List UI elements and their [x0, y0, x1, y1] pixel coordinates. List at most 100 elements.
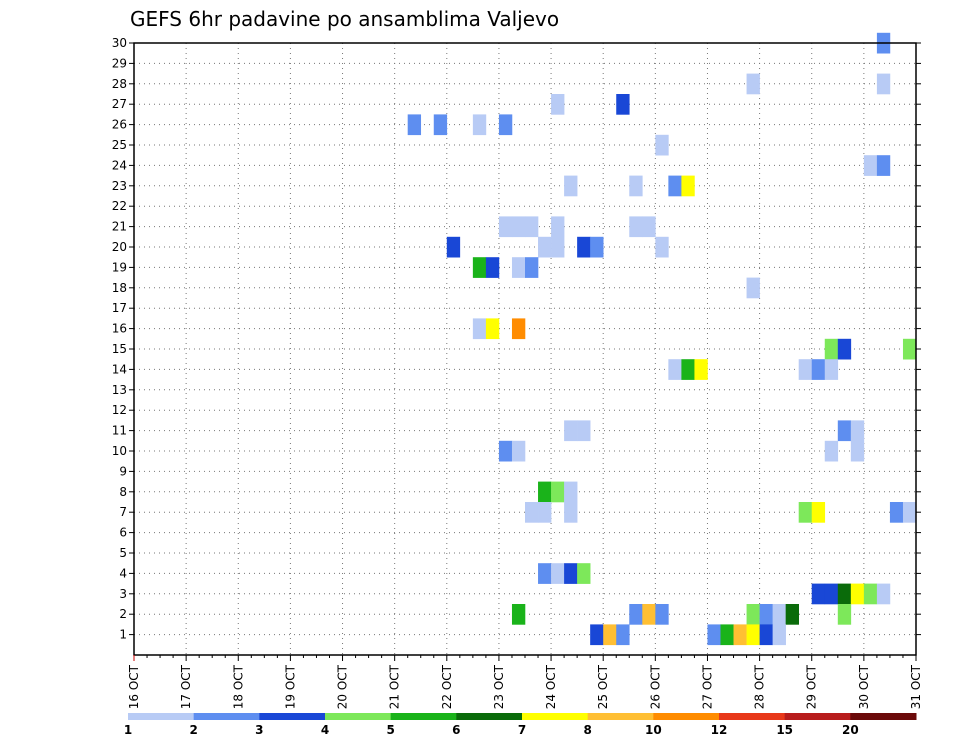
y-tick-label: 19: [112, 260, 127, 274]
y-tick-label: 27: [112, 97, 127, 111]
heatmap-cell: [837, 604, 852, 625]
heatmap-cell: [472, 257, 487, 278]
heatmap-cell: [811, 502, 826, 523]
heatmap-cell: [511, 440, 526, 462]
legend-label: 20: [842, 723, 859, 737]
heatmap-cell: [616, 94, 630, 115]
heatmap-cell: [577, 236, 591, 258]
legend-swatch: [784, 713, 851, 720]
y-tick-label: 7: [119, 505, 127, 519]
y-tick-label: 10: [112, 444, 127, 458]
heatmap-cell: [511, 318, 526, 340]
x-tick-label: 17 OCT: [179, 664, 193, 709]
heatmap-cell: [629, 216, 643, 238]
heatmap-cell: [863, 155, 878, 176]
heatmap-cell: [707, 624, 721, 646]
y-tick-label: 22: [112, 199, 127, 213]
y-tick-label: 29: [112, 56, 127, 70]
x-tick-label: 30 OCT: [857, 664, 871, 709]
y-tick-label: 9: [119, 464, 127, 478]
heatmap-cell: [655, 236, 669, 258]
data-cells: [407, 32, 917, 646]
x-tick-label: 28 OCT: [753, 664, 767, 709]
heatmap-cell: [694, 359, 708, 380]
y-tick-label: 30: [112, 36, 127, 50]
heatmap-cell: [407, 114, 422, 136]
x-tick-label: 23 OCT: [492, 664, 506, 709]
legend-label: 1: [124, 723, 132, 737]
heatmap-cell: [655, 134, 669, 156]
heatmap-cell: [785, 604, 799, 625]
heatmap-cell: [798, 359, 813, 380]
heatmap-cell: [511, 257, 526, 278]
y-tick-label: 28: [112, 77, 127, 91]
heatmap-cell: [498, 440, 513, 462]
heatmap-cell: [850, 583, 865, 605]
x-axis: 16 OCT 17 OCT 18 OCT 19 OCT 20 OCT 21 OCT 22 O…: [127, 655, 923, 709]
heatmap-cell: [603, 624, 617, 646]
y-tick-label: 5: [119, 546, 127, 560]
heatmap-cell: [681, 175, 695, 197]
heatmap-cell: [746, 604, 760, 625]
y-tick-label: 14: [112, 362, 127, 376]
heatmap-cell: [772, 604, 786, 625]
x-tick-label: 25 OCT: [596, 664, 610, 709]
heatmap-cell: [837, 338, 852, 360]
legend-swatch: [193, 713, 260, 720]
heatmap-cell: [824, 440, 839, 462]
heatmap-cell: [759, 624, 773, 646]
y-tick-label: 8: [119, 485, 127, 499]
legend-label: 3: [255, 723, 263, 737]
x-tick-label: 20 OCT: [336, 664, 350, 709]
heatmap-cell: [876, 583, 891, 605]
grid-lines: [133, 42, 917, 655]
y-tick-label: 16: [112, 322, 127, 336]
heatmap-cell: [746, 277, 760, 299]
heatmap-cell: [551, 216, 565, 238]
heatmap-cell: [564, 175, 578, 197]
y-tick-label: 13: [112, 383, 127, 397]
heatmap-cell: [498, 114, 513, 136]
heatmap-cell: [902, 502, 917, 523]
heatmap-cell: [446, 236, 461, 258]
y-axis: 1234567891011121314151617181920212223242…: [112, 36, 921, 642]
y-tick-label: 23: [112, 179, 127, 193]
x-tick-label: 26 OCT: [648, 664, 662, 709]
x-tick-label: 24 OCT: [544, 664, 558, 709]
x-tick-label: 18 OCT: [231, 664, 245, 709]
heatmap-cell: [824, 359, 839, 380]
y-tick-label: 24: [112, 158, 127, 172]
heatmap-cell: [564, 420, 578, 442]
heatmap-cell: [498, 216, 513, 238]
legend-label: 8: [583, 723, 591, 737]
y-tick-label: 21: [112, 220, 127, 234]
x-tick-label: 22 OCT: [440, 664, 454, 709]
legend-label: 15: [776, 723, 793, 737]
color-legend: 1 2 3 4 5 6 7 8 10 12 15 20: [124, 713, 917, 737]
heatmap-cell: [642, 216, 656, 238]
heatmap-cell: [824, 583, 839, 605]
heatmap-cell: [837, 420, 852, 442]
heatmap-cell: [525, 257, 539, 278]
y-tick-label: 2: [119, 607, 127, 621]
heatmap-cell: [876, 155, 891, 176]
legend-swatch: [259, 713, 326, 720]
x-tick-label: 21 OCT: [388, 664, 402, 709]
x-tick-label: 27 OCT: [700, 664, 714, 709]
heatmap-cell: [876, 73, 891, 95]
heatmap-cell: [889, 502, 904, 523]
heatmap-cell: [668, 359, 682, 380]
y-tick-label: 4: [119, 566, 127, 580]
heatmap-cell: [433, 114, 448, 136]
heatmap-cell: [485, 318, 500, 340]
heatmap-cell: [538, 236, 552, 258]
heatmap-cell: [850, 440, 865, 462]
heatmap-cell: [798, 502, 813, 523]
x-tick-label: 31 OCT: [909, 664, 923, 709]
heatmap-cell: [525, 502, 539, 523]
heatmap-cell: [564, 563, 578, 584]
heatmap-cell: [642, 604, 656, 625]
heatmap-cell: [811, 359, 826, 380]
heatmap-cell: [681, 359, 695, 380]
